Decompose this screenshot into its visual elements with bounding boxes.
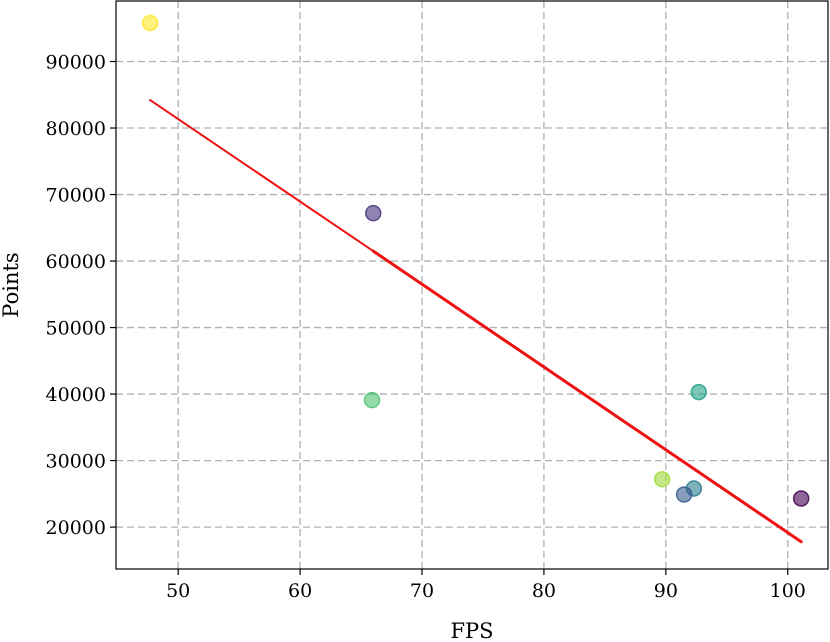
- y-tick-label: 70000: [46, 185, 106, 207]
- x-tick-label: 100: [770, 580, 806, 602]
- trendline-group: [149, 99, 803, 544]
- scatter-point: [792, 490, 810, 507]
- y-tick-label: 90000: [46, 52, 106, 74]
- trendline-segment: [371, 249, 803, 544]
- scatter-point: [363, 391, 381, 409]
- x-tick-label: 70: [410, 580, 434, 602]
- y-axis-ticks: 20000 30000 40000 50000 60000 70000 80000 90000: [46, 52, 116, 539]
- plot-frame: [115, 0, 829, 570]
- scatter-point: [653, 470, 671, 488]
- scatter-point: [364, 204, 382, 222]
- y-tick-label: 40000: [46, 384, 106, 406]
- x-tick-label: 90: [654, 580, 678, 602]
- trendline-segment: [149, 99, 375, 253]
- y-tick-label: 50000: [46, 318, 106, 340]
- x-tick-label: 60: [288, 580, 312, 602]
- y-tick-label: 20000: [46, 517, 106, 539]
- y-tick-label: 30000: [46, 451, 106, 473]
- x-axis-ticks: 50 60 70 80 90 100: [166, 569, 806, 602]
- data-points: [141, 14, 810, 507]
- y-tick-label: 60000: [46, 251, 106, 273]
- scatter-point: [141, 14, 159, 32]
- y-tick-label: 80000: [46, 118, 106, 140]
- grid-lines: [116, 1, 828, 569]
- scatter-point: [675, 486, 693, 503]
- x-tick-label: 50: [166, 580, 190, 602]
- x-tick-label: 80: [532, 580, 556, 602]
- y-axis-label: Points: [0, 252, 23, 317]
- x-axis-label: FPS: [450, 619, 493, 642]
- scatter-point: [690, 383, 708, 401]
